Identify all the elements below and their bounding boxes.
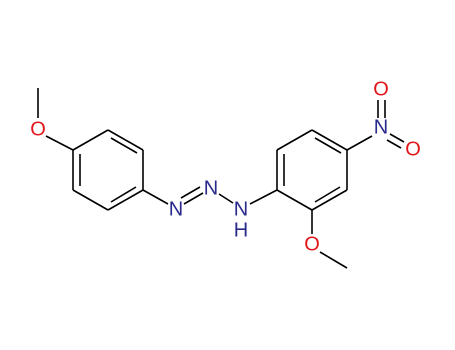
atom-label: H (234, 219, 248, 241)
atom-label: O (304, 233, 320, 255)
atom-label: O (30, 118, 46, 140)
atom-label: O (405, 138, 421, 160)
bonds (37, 88, 405, 269)
atom-label: O (373, 78, 389, 100)
atom-label: N (169, 198, 183, 220)
atom-label: N (374, 116, 388, 138)
atom-label: N (234, 198, 248, 220)
atom-label: N (204, 177, 218, 199)
